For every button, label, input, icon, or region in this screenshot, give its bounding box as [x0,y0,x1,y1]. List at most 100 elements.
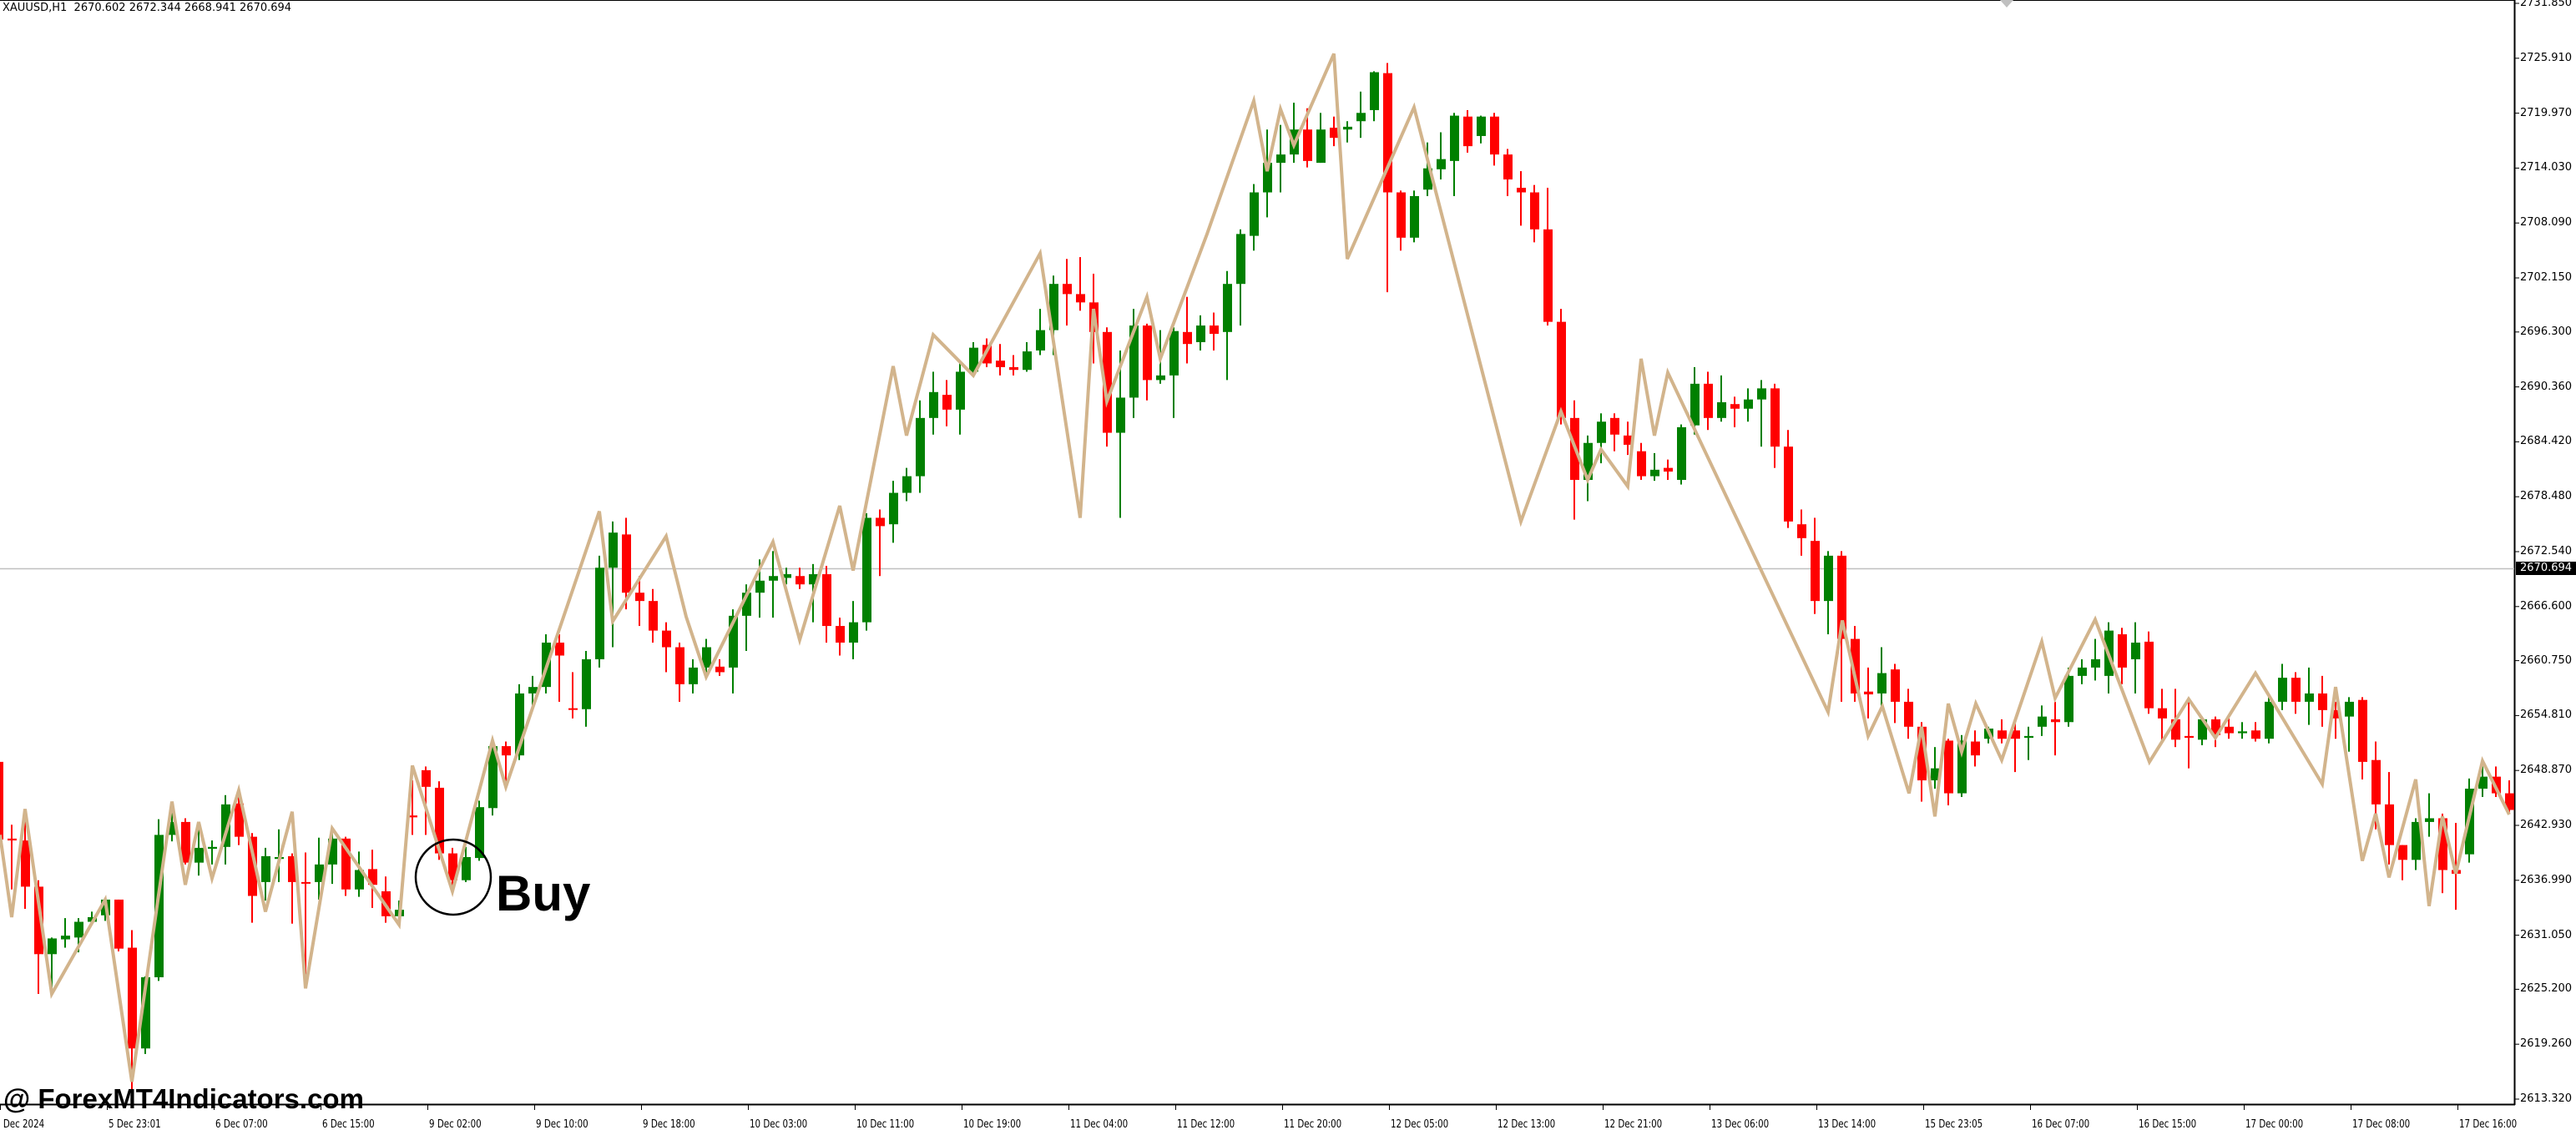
candle-body [1463,116,1472,147]
candle-body [822,574,831,627]
price-tick-label: 2631.050 [2520,928,2573,941]
candle-body [689,667,698,684]
current-price-tag: 2670.694 [2516,562,2576,576]
candle-body [1797,524,1806,538]
candle-body [982,345,992,364]
candle-body [1169,330,1179,376]
time-tick-label: 13 Dec 14:00 [1818,1118,1876,1131]
candle-body [1931,768,1940,781]
candle-body [1717,401,1726,418]
chart-shift-marker[interactable] [2000,0,2013,8]
symbol-timeframe: XAUUSD,H1 [3,2,68,14]
candle-body [1316,129,1326,164]
candle-body [0,761,3,840]
candle-body [1183,331,1192,345]
candle-body [2331,709,2341,719]
candle-body [2265,701,2274,739]
price-tick-label: 2672.540 [2520,544,2573,557]
candle-body [2478,776,2488,789]
candle-body [368,869,377,885]
candle-body [1998,730,2007,739]
candle-body [1864,691,1873,695]
candle-body [675,647,684,684]
candle-body [8,838,17,841]
time-tick-label: 9 Dec 18:00 [643,1118,695,1131]
candle-body [2211,719,2220,735]
candle-body [2064,675,2073,723]
candle-body [221,804,230,847]
candle-body [2251,730,2260,739]
candle-body [2412,821,2421,860]
symbol-info: XAUUSD,H1 2670.602 2672.344 2668.941 267… [3,2,291,14]
candle-body [809,574,818,585]
candle-body [1917,726,1927,781]
candle-body [902,476,912,493]
candle-body [502,746,511,756]
candle-body [1236,234,1245,285]
time-tick-label: 11 Dec 12:00 [1177,1118,1235,1131]
candle-body [1730,404,1740,409]
candle-body [1503,154,1513,180]
time-tick-label: 9 Dec 10:00 [536,1118,588,1131]
candle-body [2158,708,2167,719]
candle-body [1129,325,1139,398]
candle-body [1049,284,1058,330]
candle-body [782,574,791,578]
time-tick-label: 5 Dec 23:01 [109,1118,161,1131]
candle-body [1036,330,1045,351]
candle-body [849,622,858,643]
candle-body [1784,446,1793,522]
candle-body [996,361,1005,367]
candle-body [1770,388,1780,447]
candle-body [2225,726,2234,734]
candle-body [1210,325,1219,335]
candle-body [2185,735,2194,739]
candle-body [2305,693,2314,702]
candle-body [1517,187,1526,193]
price-tick-label: 2696.300 [2520,325,2573,338]
candle-body [929,391,938,418]
candle-body [662,630,671,648]
candle-body [956,371,965,410]
price-tick-label: 2690.360 [2520,380,2573,393]
candle-body [2425,818,2434,822]
candle-body [128,947,137,1049]
candle-body [1370,72,1379,110]
candle-body [1356,113,1366,122]
candle-body [448,853,457,880]
candle-body [1450,115,1459,161]
price-tick-label: 2625.200 [2520,982,2573,996]
candle-body [1196,325,1205,342]
candle-body [2091,658,2100,668]
candle-body [1437,159,1446,169]
candle-body [2238,731,2247,734]
time-tick-label: 6 Dec 07:00 [215,1118,268,1131]
candle-body [2398,845,2407,860]
candle-body [1664,467,1673,472]
candle-body [568,708,578,710]
candle-body [208,846,217,850]
watermark: @ ForexMT4Indicators.com [3,1083,364,1114]
time-tick-label: 5 Dec 2024 [0,1118,45,1131]
candle-body [301,881,311,884]
price-tick-label: 2719.970 [2520,106,2573,119]
price-tick-label: 2684.420 [2520,435,2573,448]
buy-signal-circle [414,838,492,916]
time-tick-label: 17 Dec 00:00 [2245,1118,2304,1131]
candle-body [515,693,524,756]
candle-body [2385,804,2394,845]
candle-body [1303,129,1312,161]
candle-body [288,855,297,882]
candle-body [1557,321,1566,418]
time-tick-label: 12 Dec 13:00 [1498,1118,1556,1131]
candle-body [1543,229,1553,322]
buy-signal-label: Buy [496,865,591,921]
candle-body [1063,284,1072,295]
candle-body [2505,793,2514,810]
candle-body [1757,388,1766,400]
candle-body [2011,730,2020,739]
candle-body [1023,351,1032,371]
candle-body [1490,116,1499,155]
